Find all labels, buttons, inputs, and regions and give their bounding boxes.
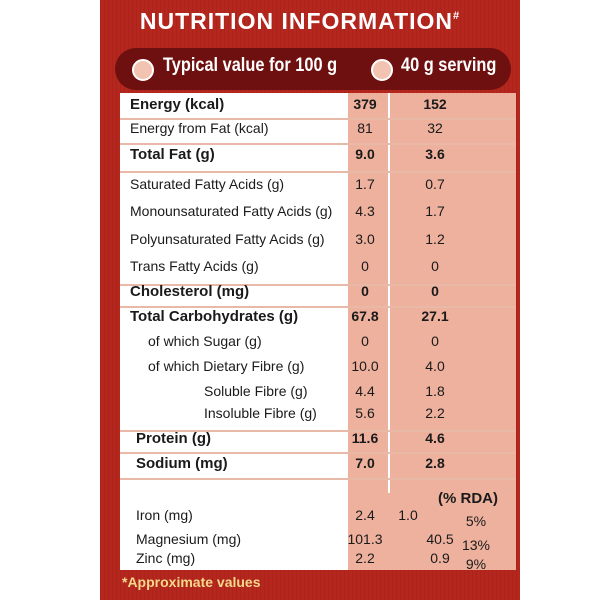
value-per-serving: 0 bbox=[431, 333, 439, 349]
nutrient-name: Magnesium (mg) bbox=[136, 531, 242, 547]
value-per-100g: 4.3 bbox=[355, 203, 375, 219]
nutrient-name: Sodium (mg) bbox=[136, 455, 228, 472]
column-header-bar bbox=[115, 48, 511, 90]
value-per-serving: 27.1 bbox=[421, 308, 449, 324]
nutrient-name: Cholesterol (mg) bbox=[130, 283, 250, 300]
value-per-100g: 101.3 bbox=[347, 531, 383, 547]
value-rda-percent: 13% bbox=[461, 537, 491, 553]
value-per-serving: 0 bbox=[431, 258, 439, 274]
value-per-serving: 1.0 bbox=[398, 507, 418, 523]
nutrient-name: Insoluble Fibre (g) bbox=[204, 405, 317, 421]
value-per-100g: 10.0 bbox=[351, 358, 379, 374]
value-per-serving: 0 bbox=[431, 283, 439, 299]
row-divider bbox=[120, 143, 516, 145]
rda-label: (% RDA) bbox=[438, 490, 498, 507]
value-per-serving: 0.9 bbox=[430, 550, 450, 566]
nutrient-names-column bbox=[120, 93, 348, 570]
radio-circle-icon bbox=[371, 59, 393, 81]
value-per-100g: 2.4 bbox=[355, 507, 375, 523]
value-per-serving: 32 bbox=[427, 120, 443, 136]
row-divider bbox=[120, 478, 516, 480]
value-per-100g: 0 bbox=[361, 333, 369, 349]
value-per-100g: 5.6 bbox=[355, 405, 375, 421]
row-divider bbox=[120, 306, 516, 308]
value-per-serving: 1.2 bbox=[425, 231, 445, 247]
value-per-100g: 4.4 bbox=[355, 383, 375, 399]
row-divider bbox=[120, 452, 516, 454]
nutrient-name: Zinc (mg) bbox=[136, 550, 196, 566]
value-per-100g: 379 bbox=[353, 96, 377, 112]
value-per-100g: 11.6 bbox=[351, 430, 379, 446]
nutrient-name: Iron (mg) bbox=[136, 507, 193, 523]
value-rda-percent: 5% bbox=[465, 513, 487, 529]
value-per-100g: 3.0 bbox=[355, 231, 375, 247]
value-per-serving: 4.0 bbox=[425, 358, 445, 374]
nutrient-name: Saturated Fatty Acids (g) bbox=[130, 176, 285, 192]
value-per-100g: 9.0 bbox=[355, 146, 375, 162]
nutrition-title: NUTRITION INFORMATION# bbox=[0, 8, 600, 35]
nutrient-name: Energy (kcal) bbox=[130, 96, 225, 113]
nutrient-name: Trans Fatty Acids (g) bbox=[130, 258, 259, 274]
value-per-100g: 1.7 bbox=[355, 176, 375, 192]
value-per-serving: 40.5 bbox=[426, 531, 454, 547]
row-divider bbox=[120, 118, 516, 120]
row-divider bbox=[120, 171, 516, 173]
title-mark: # bbox=[453, 10, 461, 22]
nutrient-name: Total Fat (g) bbox=[130, 146, 215, 163]
nutrient-name: Monounsaturated Fatty Acids (g) bbox=[130, 203, 333, 219]
nutrient-name: Protein (g) bbox=[136, 430, 211, 447]
value-per-serving: 2.2 bbox=[425, 405, 445, 421]
value-per-100g: 0 bbox=[361, 258, 369, 274]
row-divider bbox=[120, 284, 516, 286]
value-per-100g: 0 bbox=[361, 283, 369, 299]
header-per-100g: Typical value for 100 g bbox=[163, 55, 338, 76]
nutrient-name: Energy from Fat (kcal) bbox=[130, 120, 269, 136]
radio-circle-icon bbox=[132, 59, 154, 81]
value-per-100g: 81 bbox=[357, 120, 373, 136]
row-divider bbox=[120, 430, 516, 432]
value-per-100g: 7.0 bbox=[355, 455, 375, 471]
value-per-serving: 152 bbox=[423, 96, 447, 112]
value-per-serving: 1.7 bbox=[425, 203, 445, 219]
nutrient-name: Soluble Fibre (g) bbox=[204, 383, 308, 399]
value-per-serving: 0.7 bbox=[425, 176, 445, 192]
nutrient-name: of which Dietary Fibre (g) bbox=[148, 358, 305, 374]
value-per-100g: 2.2 bbox=[355, 550, 375, 566]
nutrient-name: Polyunsaturated Fatty Acids (g) bbox=[130, 231, 325, 247]
value-per-serving: 2.8 bbox=[425, 455, 445, 471]
nutrient-name: of which Sugar (g) bbox=[148, 333, 262, 349]
value-rda-percent: 9% bbox=[465, 556, 487, 572]
title-text: NUTRITION INFORMATION bbox=[139, 8, 454, 34]
column-divider bbox=[388, 93, 390, 493]
header-40g-serving: 40 g serving bbox=[401, 55, 497, 76]
value-per-serving: 4.6 bbox=[425, 430, 445, 446]
value-per-100g: 67.8 bbox=[351, 308, 379, 324]
nutrient-name: Total Carbohydrates (g) bbox=[130, 308, 299, 325]
footnote: *Approximate values bbox=[122, 574, 261, 590]
value-per-serving: 1.8 bbox=[425, 383, 445, 399]
value-per-serving: 3.6 bbox=[425, 146, 445, 162]
